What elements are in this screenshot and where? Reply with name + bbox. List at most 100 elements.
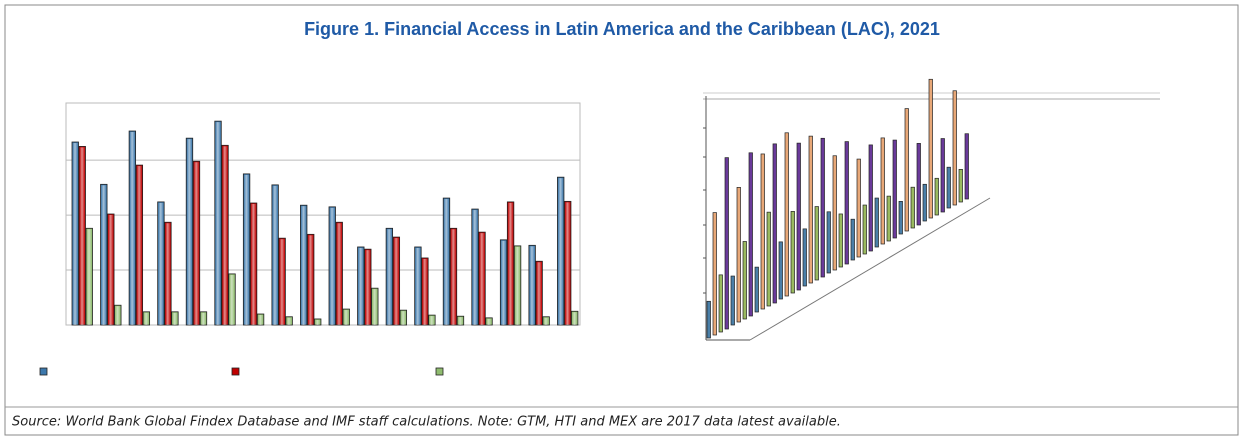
bar-shine bbox=[415, 247, 421, 325]
bar bbox=[874, 197, 879, 248]
bar bbox=[796, 142, 801, 291]
bar-shine bbox=[336, 223, 342, 325]
bar bbox=[706, 300, 711, 339]
bar-shine bbox=[472, 210, 478, 325]
bar-shine bbox=[79, 147, 85, 325]
bar-shine bbox=[101, 185, 107, 325]
bar bbox=[856, 158, 861, 258]
bar bbox=[958, 169, 963, 203]
bar bbox=[868, 144, 873, 252]
bar-shine bbox=[536, 262, 542, 325]
bar bbox=[850, 218, 855, 261]
bar-shine bbox=[279, 239, 285, 325]
figure-frame bbox=[4, 4, 1239, 436]
bar-shine bbox=[129, 132, 136, 325]
bar-shine bbox=[500, 240, 507, 325]
bar-shine bbox=[564, 202, 571, 325]
bar bbox=[922, 183, 927, 222]
bar bbox=[826, 211, 831, 274]
bar-shine bbox=[457, 317, 464, 325]
bar-shine bbox=[229, 274, 235, 325]
bar bbox=[964, 133, 969, 200]
bar-shine bbox=[186, 139, 193, 325]
bar-shine bbox=[479, 233, 485, 325]
bar bbox=[748, 152, 753, 317]
bar-shine bbox=[172, 312, 178, 325]
bar-shine bbox=[115, 306, 121, 325]
bar bbox=[742, 241, 747, 320]
bar bbox=[820, 137, 825, 278]
bar bbox=[916, 143, 921, 226]
bar bbox=[844, 141, 849, 265]
bar-shine bbox=[86, 229, 92, 325]
bar bbox=[784, 132, 789, 297]
bar bbox=[946, 166, 951, 209]
legend-swatch bbox=[39, 367, 48, 376]
bar bbox=[724, 157, 729, 330]
bar-shine bbox=[543, 317, 549, 325]
bar-shine bbox=[272, 185, 278, 325]
bar bbox=[808, 135, 813, 284]
bar bbox=[778, 241, 783, 300]
bar-shine bbox=[450, 229, 457, 325]
figure-title: Figure 1. Financial Access in Latin Amer… bbox=[304, 19, 940, 39]
bar-shine bbox=[108, 215, 114, 325]
bar-shine bbox=[507, 202, 514, 325]
bar-shine bbox=[250, 204, 257, 325]
bar bbox=[766, 211, 771, 307]
bar-shine bbox=[422, 258, 428, 325]
bar bbox=[712, 212, 717, 336]
bar-shine bbox=[136, 166, 143, 325]
bar bbox=[814, 206, 819, 281]
bar-shine bbox=[165, 223, 171, 325]
bar-shine bbox=[400, 311, 407, 325]
bar bbox=[760, 153, 765, 310]
bar-shine bbox=[443, 199, 450, 325]
bar bbox=[736, 187, 741, 323]
bar-shine bbox=[514, 246, 521, 325]
source-note: Source: World Bank Global Findex Databas… bbox=[12, 415, 841, 430]
bar-shine bbox=[557, 178, 564, 325]
left-plot-frame bbox=[65, 102, 581, 326]
bar-shine bbox=[143, 312, 150, 325]
bar bbox=[832, 155, 837, 271]
bar-shine bbox=[393, 238, 400, 325]
bar bbox=[952, 90, 957, 206]
legend-swatch bbox=[435, 367, 444, 376]
bar-shine bbox=[193, 162, 200, 325]
bar-shine bbox=[307, 235, 314, 325]
bar bbox=[838, 213, 843, 268]
bar-shine bbox=[158, 202, 164, 325]
bar bbox=[928, 78, 933, 219]
bar-shine bbox=[72, 143, 78, 325]
legend-swatch bbox=[231, 367, 240, 376]
right-axis-ticks bbox=[703, 127, 706, 294]
bar-shine bbox=[329, 207, 335, 325]
bar bbox=[802, 228, 807, 287]
bar bbox=[910, 186, 915, 229]
bar-shine bbox=[222, 146, 228, 325]
bar-shine bbox=[529, 246, 535, 325]
bar bbox=[886, 195, 891, 242]
bar-shine bbox=[365, 250, 371, 325]
bar bbox=[730, 275, 735, 326]
bar bbox=[790, 211, 795, 294]
bar bbox=[718, 274, 723, 333]
bar bbox=[772, 143, 777, 304]
bar bbox=[898, 201, 903, 235]
bar-shine bbox=[486, 318, 492, 325]
bar bbox=[904, 108, 909, 232]
bar-shine bbox=[386, 229, 393, 325]
bar bbox=[880, 137, 885, 245]
bar-shine bbox=[372, 289, 378, 325]
bar-shine bbox=[215, 122, 221, 325]
right-floor bbox=[749, 197, 991, 341]
bar-shine bbox=[429, 316, 435, 325]
bar bbox=[940, 138, 945, 213]
bar bbox=[862, 204, 867, 255]
bar-shine bbox=[300, 206, 307, 325]
bar-shine bbox=[314, 319, 321, 325]
bar-shine bbox=[286, 317, 292, 325]
bar-shine bbox=[200, 312, 207, 325]
